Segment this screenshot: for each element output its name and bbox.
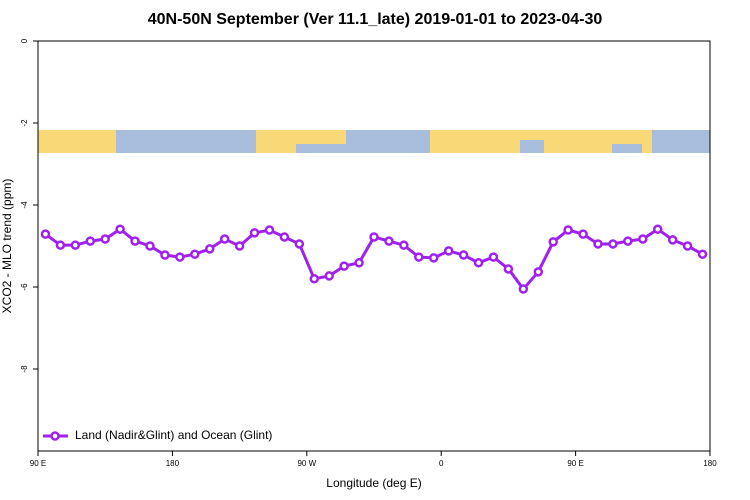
point bbox=[428, 253, 439, 263]
point bbox=[219, 234, 230, 244]
point bbox=[384, 236, 394, 246]
point bbox=[234, 241, 245, 251]
x-tick-label: 180 bbox=[703, 459, 717, 468]
point bbox=[339, 261, 349, 271]
plot-frame bbox=[37, 40, 711, 452]
y-tick-label: -4 bbox=[20, 201, 29, 209]
y-tick-label: 0 bbox=[20, 38, 29, 43]
point bbox=[115, 224, 125, 234]
y-tick-label: -6 bbox=[20, 283, 29, 291]
y-axis-label: XCO2 - MLO trend (ppm) bbox=[0, 179, 14, 314]
x-tick-label: 180 bbox=[166, 459, 180, 468]
chart-title: 40N-50N September (Ver 11.1_late) 2019-0… bbox=[148, 11, 603, 28]
point bbox=[473, 258, 484, 268]
point bbox=[294, 239, 305, 249]
point bbox=[279, 232, 290, 242]
point bbox=[399, 240, 409, 250]
point bbox=[369, 232, 379, 242]
y-tick-label: -8 bbox=[20, 365, 29, 373]
x-tick-label: 90 E bbox=[567, 459, 583, 468]
point bbox=[175, 252, 185, 262]
point bbox=[667, 235, 678, 245]
point bbox=[160, 250, 170, 260]
point bbox=[204, 244, 215, 254]
point bbox=[414, 252, 424, 262]
point bbox=[608, 239, 618, 249]
point bbox=[324, 271, 334, 281]
point bbox=[533, 267, 544, 277]
point bbox=[578, 229, 588, 239]
point bbox=[130, 236, 140, 246]
x-axis-label: Longitude (deg E) bbox=[326, 476, 421, 490]
point bbox=[503, 264, 514, 274]
point bbox=[55, 240, 66, 250]
point bbox=[488, 252, 499, 262]
point bbox=[548, 237, 558, 247]
point bbox=[249, 228, 260, 238]
point bbox=[458, 250, 469, 260]
point bbox=[652, 224, 663, 234]
map-strip bbox=[38, 130, 710, 153]
point bbox=[354, 258, 364, 268]
y-tick-label: -2 bbox=[20, 119, 29, 127]
point bbox=[518, 284, 529, 294]
point bbox=[70, 240, 81, 250]
point bbox=[593, 239, 603, 249]
x-tick-label: 0 bbox=[439, 459, 444, 468]
legend-marker bbox=[50, 431, 60, 441]
point bbox=[623, 236, 633, 246]
point bbox=[697, 249, 708, 259]
point bbox=[309, 274, 320, 284]
point bbox=[443, 246, 454, 256]
point bbox=[100, 234, 110, 244]
x-tick-label: 90 E bbox=[30, 459, 46, 468]
point bbox=[190, 249, 200, 259]
point bbox=[682, 241, 693, 251]
legend-label: Land (Nadir&Glint) and Ocean (Glint) bbox=[75, 428, 272, 442]
point bbox=[563, 225, 573, 235]
point bbox=[40, 229, 51, 239]
x-tick-label: 90 W bbox=[297, 459, 316, 468]
point bbox=[264, 225, 275, 235]
point bbox=[145, 241, 155, 251]
point bbox=[85, 236, 96, 246]
point bbox=[638, 234, 648, 244]
